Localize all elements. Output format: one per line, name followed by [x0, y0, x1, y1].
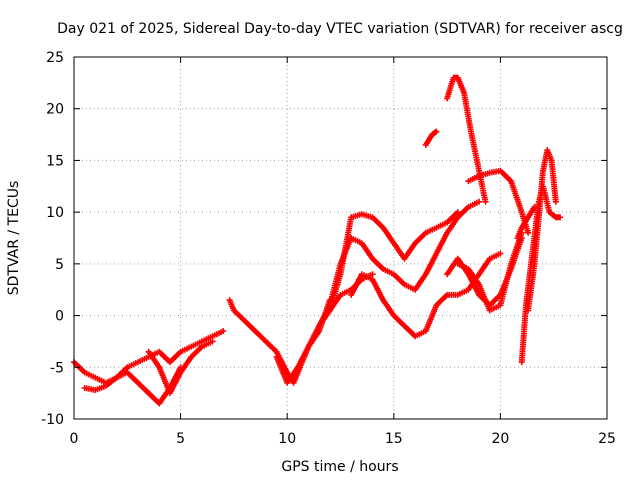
y-tick-label: 15 [46, 153, 64, 169]
series-track-h [348, 250, 504, 340]
series-track-m [454, 229, 525, 314]
axis-ticks: 0 5 10 15 20 25 -10 -5 0 5 10 15 20 25 [41, 50, 616, 447]
series-track-j [444, 74, 489, 205]
chart-title: Day 021 of 2025, Sidereal Day-to-day VTE… [57, 21, 623, 37]
plot-frame [73, 56, 608, 420]
x-tick-label: 10 [278, 431, 296, 447]
series-track-o [525, 147, 559, 314]
series-track-i [422, 128, 440, 148]
series-track-a [71, 328, 227, 386]
data-marks [71, 74, 564, 407]
series-track-p [514, 204, 538, 241]
x-tick-label: 20 [491, 431, 509, 447]
grid [74, 57, 607, 419]
series-track-g [326, 209, 461, 314]
y-tick-label: -5 [50, 360, 64, 376]
series-track-e [273, 271, 376, 386]
x-tick-label: 15 [385, 431, 403, 447]
y-tick-label: 20 [46, 102, 64, 118]
series-track-d [226, 297, 333, 386]
x-tick-label: 0 [70, 431, 79, 447]
y-tick-label: 5 [55, 257, 64, 273]
x-tick-label: 5 [176, 431, 185, 447]
y-axis-label: SDTVAR / TECUs [6, 181, 22, 296]
x-axis-label: GPS time / hours [281, 459, 398, 475]
y-tick-label: 0 [55, 309, 64, 325]
x-tick-label: 25 [598, 431, 616, 447]
series-track-c [145, 338, 216, 397]
y-tick-label: 10 [46, 205, 64, 221]
y-tick-label: 25 [46, 50, 64, 66]
y-tick-label: -10 [41, 412, 64, 428]
